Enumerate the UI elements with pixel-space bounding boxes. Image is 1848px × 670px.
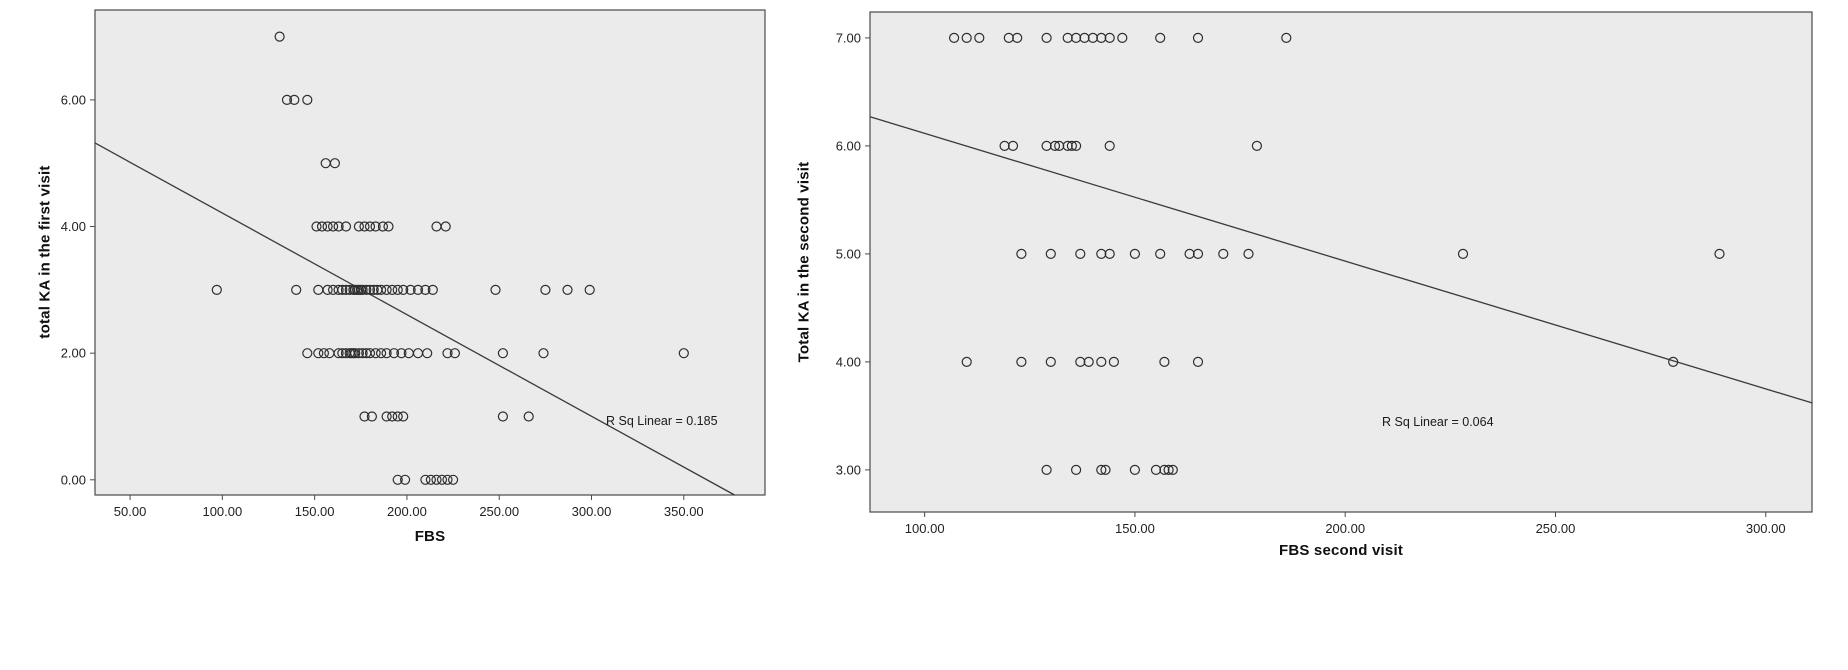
svg-text:6.00: 6.00	[836, 138, 861, 153]
second-visit-plot-svg: 100.00 150.00 200.00 250.00 300.00 3.00 4.00 5.…	[836, 11, 1813, 536]
svg-text:350.00: 350.00	[664, 504, 704, 519]
svg-text:150.00: 150.00	[1115, 521, 1155, 536]
chart-total-ka-second-visit: 100.00 150.00 200.00 250.00 300.00 3.00 4.00 5.…	[790, 0, 1848, 620]
svg-text:5.00: 5.00	[836, 246, 861, 261]
svg-text:200.00: 200.00	[387, 504, 427, 519]
svg-text:100.00: 100.00	[905, 521, 945, 536]
chart-total-ka-first-visit: 50.00 100.00 150.00 200.00 250.00 300.00 350.0…	[0, 0, 800, 600]
svg-text:3.00: 3.00	[836, 462, 861, 477]
svg-text:100.00: 100.00	[202, 504, 242, 519]
svg-text:0.00: 0.00	[61, 472, 86, 487]
r-squared-annotation-second-visit: R Sq Linear = 0.064	[1382, 415, 1494, 429]
svg-text:200.00: 200.00	[1325, 521, 1365, 536]
x-axis-label-second-visit: FBS second visit	[1278, 542, 1404, 559]
svg-text:4.00: 4.00	[836, 354, 861, 369]
svg-text:250.00: 250.00	[479, 504, 519, 519]
first-visit-plot-svg: 50.00 100.00 150.00 200.00 250.00 300.00 350.0…	[61, 9, 766, 519]
r-squared-annotation-first-visit: R Sq Linear = 0.185	[606, 414, 718, 428]
y-axis-label-second-visit: Total KA in the second visit	[795, 161, 813, 363]
svg-text:6.00: 6.00	[61, 92, 86, 107]
svg-text:7.00: 7.00	[836, 30, 861, 45]
svg-text:300.00: 300.00	[1746, 521, 1786, 536]
svg-text:4.00: 4.00	[61, 219, 86, 234]
svg-text:150.00: 150.00	[295, 504, 335, 519]
svg-text:50.00: 50.00	[114, 504, 147, 519]
svg-text:300.00: 300.00	[572, 504, 612, 519]
svg-text:2.00: 2.00	[61, 346, 86, 361]
y-axis-label-first-visit: total KA in the first visit	[36, 165, 54, 339]
svg-text:250.00: 250.00	[1536, 521, 1576, 536]
x-axis-label-first-visit: FBS	[414, 528, 446, 545]
